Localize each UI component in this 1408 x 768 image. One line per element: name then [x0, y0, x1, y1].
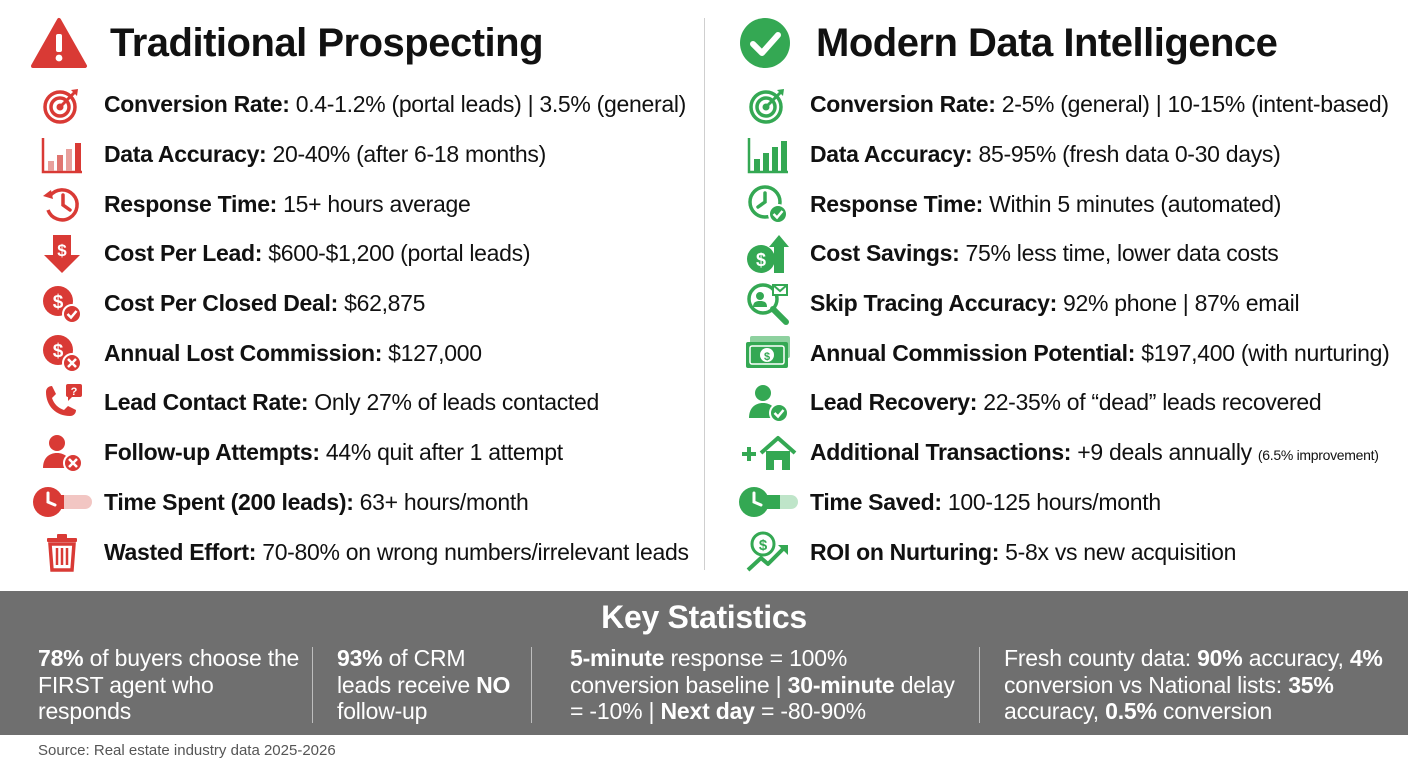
svg-text:$: $	[53, 292, 64, 313]
person-x-icon	[30, 431, 94, 475]
stat-crm-leads: 93% of CRM leads receive NO follow-up	[337, 645, 511, 724]
list-item: $ Annual Lost Commission: $127,000	[30, 328, 689, 378]
bar-chart-icon	[30, 133, 94, 177]
column-divider	[704, 18, 705, 570]
money-stack-icon: $	[736, 331, 800, 375]
check-circle-icon	[736, 16, 794, 70]
list-item: Wasted Effort: 70-80% on wrong numbers/i…	[30, 527, 689, 577]
list-item: $ ROI on Nurturing: 5-8x vs new acquisit…	[736, 527, 1389, 577]
list-item: Follow-up Attempts: 44% quit after 1 att…	[30, 428, 689, 478]
svg-text:$: $	[764, 351, 770, 363]
stat-response-time: 5-minute response = 100% conversion base…	[570, 645, 955, 724]
traditional-title: Traditional Prospecting	[110, 20, 544, 65]
list-item: Data Accuracy: 85-95% (fresh data 0-30 d…	[736, 130, 1389, 180]
key-statistics-title: Key Statistics	[601, 599, 807, 635]
modern-header: Modern Data Intelligence	[736, 16, 1278, 70]
list-item: Time Saved: 100-125 hours/month	[736, 478, 1389, 528]
list-item: Response Time: Within 5 minutes (automat…	[736, 179, 1389, 229]
list-item: Skip Tracing Accuracy: 92% phone | 87% e…	[736, 279, 1389, 329]
history-clock-icon	[30, 182, 94, 226]
stat-divider	[531, 647, 532, 723]
svg-text:$: $	[57, 241, 67, 260]
modern-title: Modern Data Intelligence	[816, 20, 1278, 65]
clock-check-icon	[736, 182, 800, 226]
stat-data-freshness: Fresh county data: 90% accuracy, 4% conv…	[1004, 645, 1383, 724]
traditional-header: Traditional Prospecting	[30, 16, 544, 70]
source-note: Source: Real estate industry data 2025-2…	[38, 742, 336, 759]
phone-question-icon: ?	[30, 381, 94, 425]
key-statistics-panel: Key Statistics 78% of buyers choose the …	[0, 591, 1408, 735]
dollar-up-icon: $	[736, 232, 800, 276]
timer-icon	[736, 480, 800, 524]
traditional-list: Conversion Rate: 0.4-1.2% (portal leads)…	[30, 80, 689, 577]
svg-text:$: $	[759, 537, 768, 554]
trash-icon	[30, 530, 94, 574]
list-item: ? Lead Contact Rate: Only 27% of leads c…	[30, 378, 689, 428]
list-item: Lead Recovery: 22-35% of “dead” leads re…	[736, 378, 1389, 428]
svg-text:$: $	[756, 250, 766, 270]
warning-icon	[30, 16, 88, 70]
list-item: Additional Transactions: +9 deals annual…	[736, 428, 1389, 478]
dollar-growth-icon: $	[736, 530, 800, 574]
magnify-contact-icon	[736, 282, 800, 326]
svg-text:$: $	[53, 341, 64, 362]
list-item: $ Cost Per Lead: $600-$1,200 (portal lea…	[30, 229, 689, 279]
list-item: Response Time: 15+ hours average	[30, 179, 689, 229]
stat-divider	[979, 647, 980, 723]
list-item: $ Cost Savings: 75% less time, lower dat…	[736, 229, 1389, 279]
list-item: $ Annual Commission Potential: $197,400 …	[736, 328, 1390, 378]
svg-text:?: ?	[71, 386, 78, 398]
plus-house-icon	[736, 431, 800, 475]
modern-list: Conversion Rate: 2-5% (general) | 10-15%…	[736, 80, 1390, 577]
list-item: Conversion Rate: 0.4-1.2% (portal leads)…	[30, 80, 689, 130]
stat-divider	[312, 647, 313, 723]
target-icon	[30, 83, 94, 127]
dollar-down-icon: $	[30, 232, 94, 276]
bar-chart-icon	[736, 133, 800, 177]
list-item: Data Accuracy: 20-40% (after 6-18 months…	[30, 130, 689, 180]
list-item: $ Cost Per Closed Deal: $62,875	[30, 279, 689, 329]
target-icon	[736, 83, 800, 127]
dollar-check-icon: $	[30, 282, 94, 326]
timer-icon	[30, 480, 94, 524]
person-check-icon	[736, 381, 800, 425]
list-item: Conversion Rate: 2-5% (general) | 10-15%…	[736, 80, 1389, 130]
list-item: Time Spent (200 leads): 63+ hours/month	[30, 478, 689, 528]
dollar-x-icon: $	[30, 331, 94, 375]
stat-buyers: 78% of buyers choose the FIRST agent who…	[38, 645, 300, 724]
